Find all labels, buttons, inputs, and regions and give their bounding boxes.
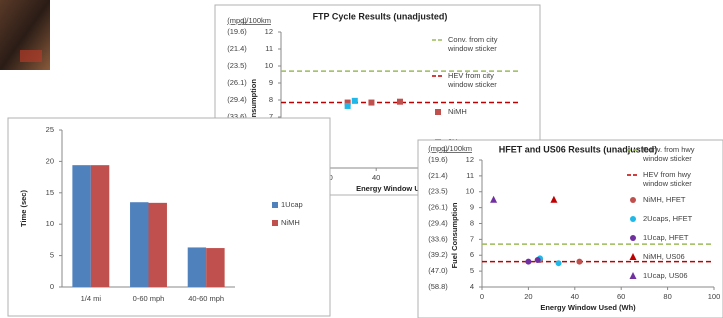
y2-tick-label: (29.4) [428, 218, 448, 227]
legend-label: NiMH, HFET [643, 195, 686, 204]
y-tick-label: 10 [466, 187, 474, 196]
photo-detail [20, 50, 42, 62]
y2-tick-label: (21.4) [428, 171, 448, 180]
y-tick-label: 11 [265, 44, 273, 53]
point [435, 109, 441, 115]
y-tick-label: 8 [269, 95, 273, 104]
point [630, 216, 636, 222]
y-axis-label: Time (sec) [19, 190, 28, 227]
x-tick-label: 1/4 mi [81, 294, 102, 303]
point [630, 197, 636, 203]
legend-label: 2Ucaps, HFET [643, 214, 693, 223]
x-axis-label: Energy Window Us [356, 184, 424, 193]
legend-label: 1Ucap, HFET [643, 233, 689, 242]
y-tick-label: 25 [46, 125, 54, 134]
chart-panel: 0 5 10 15 20 25 Time (sec) 1/4 mi 0-60 mph 40-60 … [8, 118, 330, 316]
chart-title: FTP Cycle Results (unadjusted) [313, 11, 448, 21]
y2-tick-label: (26.1) [227, 78, 247, 87]
y-tick-label: 0 [50, 282, 54, 291]
x-tick-label: 80 [663, 292, 671, 301]
point [630, 235, 636, 241]
y-tick-label: 20 [46, 156, 54, 165]
legend-label: NiMH [281, 218, 300, 227]
y-tick-label: 7 [470, 234, 474, 243]
bar [72, 165, 90, 287]
y2-tick-label: (23.5) [428, 187, 448, 196]
screenshot: FTP Cycle Results (unadjusted)L/100km(mp… [0, 0, 723, 318]
y2-tick-label: (58.8) [428, 282, 448, 291]
legend-swatch [272, 220, 278, 226]
chart-panel: HFET and US06 Results (unadjusted)L/100k… [418, 140, 723, 318]
y-tick-label: 12 [466, 155, 474, 164]
bar [188, 247, 206, 287]
point [352, 98, 358, 104]
y2-tick-label: (33.6) [428, 234, 448, 243]
y-tick-label: 10 [265, 61, 273, 70]
y-tick-label: 10 [46, 219, 54, 228]
legend-label: 1Ucap [281, 200, 303, 209]
y2-tick-label: (29.4) [227, 95, 247, 104]
x-tick-label: 40 [571, 292, 579, 301]
point [368, 100, 374, 106]
bar [206, 248, 224, 287]
y2-tick-label: (47.0) [428, 266, 448, 275]
y2-tick-label: (19.6) [428, 155, 448, 164]
point [397, 99, 403, 105]
y-tick-label: 8 [470, 218, 474, 227]
point [345, 103, 351, 109]
x-tick-label: 0 [480, 292, 484, 301]
bar [130, 202, 148, 287]
legend-swatch [272, 202, 278, 208]
y2-tick-label: (26.1) [428, 203, 448, 212]
y-tick-label: 11 [466, 171, 474, 180]
y-tick-label: 4 [470, 282, 474, 291]
point [576, 259, 582, 265]
point [556, 260, 562, 266]
y2-tick-label: (39.2) [428, 250, 448, 259]
bar [149, 203, 167, 287]
bar [91, 165, 109, 287]
point [535, 257, 541, 263]
y-tick-label: 5 [50, 251, 54, 260]
x-tick-label: 40-60 mph [188, 294, 224, 303]
y-tick-label: 15 [46, 188, 54, 197]
y-tick-label: 9 [269, 78, 273, 87]
y2-tick-label: (19.6) [227, 27, 247, 36]
y2-tick-label: (23.5) [227, 61, 247, 70]
y-tick-label: 9 [470, 203, 474, 212]
x-tick-label: 100 [708, 292, 721, 301]
x-tick-label: 40 [372, 173, 380, 182]
y2-axis-header: (mpg) [428, 144, 448, 153]
y-tick-label: 5 [470, 266, 474, 275]
point [525, 259, 531, 265]
x-axis-label: Energy Window Used (Wh) [540, 303, 636, 312]
x-tick-label: 60 [617, 292, 625, 301]
y2-axis-header: (mpg) [227, 16, 247, 25]
x-tick-label: 20 [524, 292, 532, 301]
legend-label: NiMH [448, 107, 467, 116]
y-axis-label: Fuel Consumption [450, 202, 459, 268]
x-tick-label: 0-60 mph [133, 294, 165, 303]
legend-label: 1Ucap, US06 [643, 271, 688, 280]
y2-tick-label: (21.4) [227, 44, 247, 53]
legend-label: NiMH, US06 [643, 252, 685, 261]
y-tick-label: 12 [265, 27, 273, 36]
y-tick-label: 6 [470, 250, 474, 259]
